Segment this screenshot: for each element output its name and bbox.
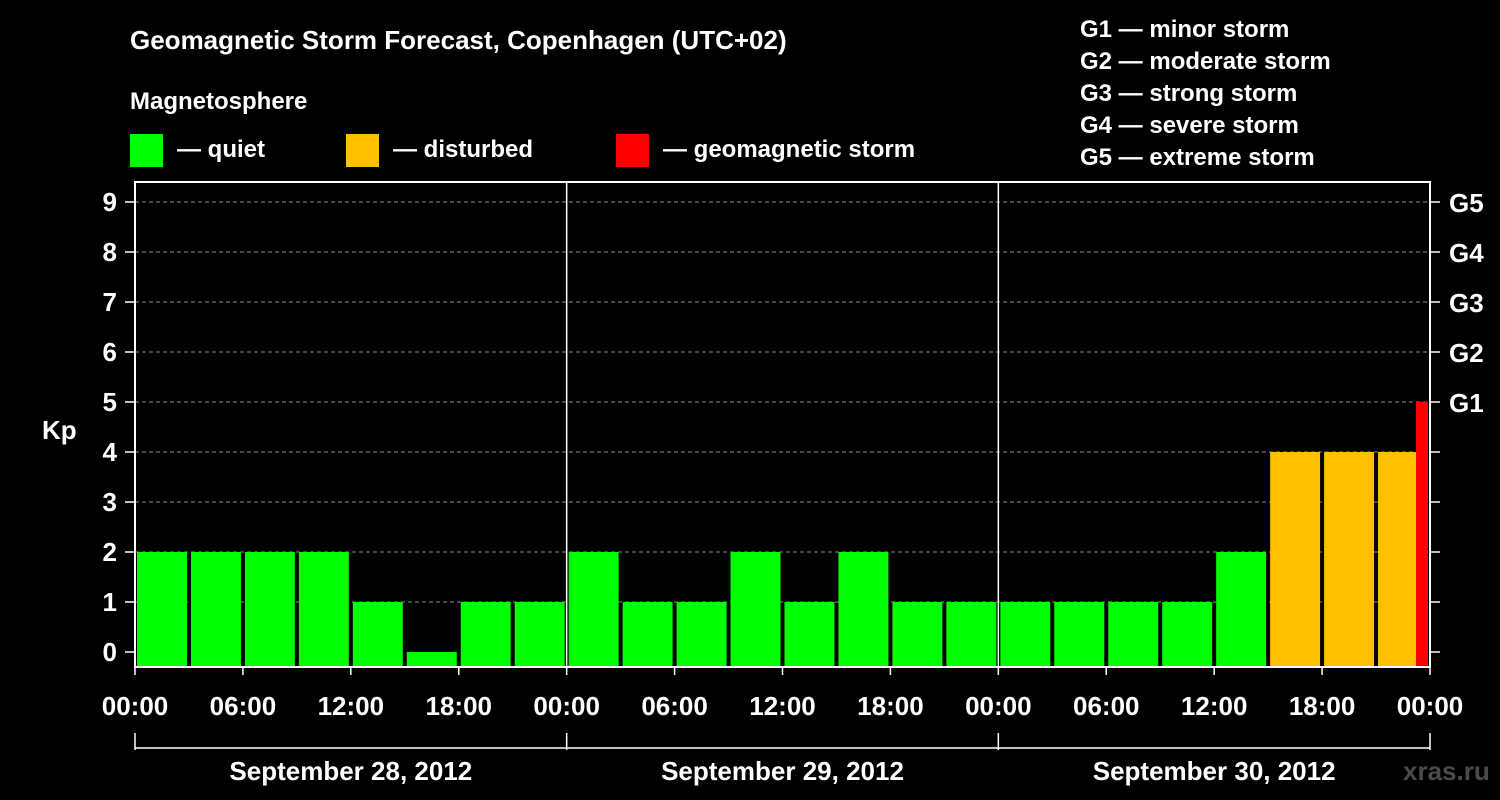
legend-heading: Magnetosphere — [130, 88, 307, 115]
y-tick-label: 1 — [103, 587, 117, 617]
right-axis-label: G1 — [1449, 388, 1484, 418]
bar — [1108, 602, 1159, 667]
y-tick-label: 4 — [103, 437, 118, 467]
bar — [514, 602, 565, 667]
legend: — quiet — disturbed — geomagnetic storm — [130, 134, 915, 167]
y-tick-label: 5 — [103, 387, 117, 417]
y-tick-label: 8 — [103, 237, 117, 267]
bar — [244, 552, 295, 667]
bar — [784, 602, 835, 667]
bar — [406, 652, 457, 667]
legend-label-0: — quiet — [177, 136, 265, 163]
x-tick-label: 06:00 — [641, 691, 708, 721]
legend-label-2: — geomagnetic storm — [663, 136, 915, 163]
right-axis-label: G2 — [1449, 338, 1484, 368]
storm-scale-legend: G1 — minor storm G2 — moderate storm G3 — … — [1080, 16, 1331, 171]
chart-title: Geomagnetic Storm Forecast, Copenhagen (… — [130, 25, 787, 55]
bar — [676, 602, 727, 667]
bar — [1000, 602, 1051, 667]
x-tick-label: 18:00 — [1289, 691, 1356, 721]
bar — [1270, 452, 1321, 667]
legend-swatch-1 — [346, 134, 379, 167]
x-tick-label: 00:00 — [965, 691, 1032, 721]
legend-label-1: — disturbed — [393, 136, 533, 163]
x-tick-label: 18:00 — [857, 691, 924, 721]
y-tick-label: 3 — [103, 487, 117, 517]
legend-swatch-2 — [616, 134, 649, 167]
bar — [1162, 602, 1213, 667]
day-label: September 30, 2012 — [1093, 756, 1336, 786]
plot-area: 0 1 2 3 4 5 6 7 8 9 G1 G2 G3 G4 G5 00:00 06:00 12:00 18:00… — [102, 181, 1484, 786]
day-label: September 28, 2012 — [229, 756, 472, 786]
bar — [622, 602, 673, 667]
y-tick-label: 2 — [103, 537, 117, 567]
y-tick-label: 7 — [103, 287, 117, 317]
right-axis-label: G4 — [1449, 238, 1484, 268]
bar — [352, 602, 403, 667]
y-axis-label: Kp — [42, 415, 77, 445]
right-axis-label: G5 — [1449, 188, 1484, 218]
scale-legend-item-3: G4 — severe storm — [1080, 112, 1299, 139]
scale-legend-item-0: G1 — minor storm — [1080, 16, 1289, 43]
bar — [730, 552, 781, 667]
bar — [1416, 402, 1428, 667]
bar — [1054, 602, 1105, 667]
x-tick-label: 06:00 — [1073, 691, 1140, 721]
x-tick-label: 12:00 — [1181, 691, 1248, 721]
day-label: September 29, 2012 — [661, 756, 904, 786]
bar — [460, 602, 511, 667]
bar — [892, 602, 943, 667]
bar — [298, 552, 349, 667]
x-tick-label: 12:00 — [318, 691, 385, 721]
bar — [1324, 452, 1375, 667]
y-tick-label: 6 — [103, 337, 117, 367]
y-tick-label: 0 — [103, 637, 117, 667]
bar — [190, 552, 241, 667]
scale-legend-item-1: G2 — moderate storm — [1080, 48, 1331, 75]
legend-swatch-0 — [130, 134, 163, 167]
scale-legend-item-2: G3 — strong storm — [1080, 80, 1297, 107]
bar — [838, 552, 889, 667]
bar — [1216, 552, 1267, 667]
x-tick-label: 00:00 — [1397, 691, 1464, 721]
watermark: xras.ru — [1403, 756, 1490, 786]
x-tick-label: 00:00 — [533, 691, 600, 721]
bar — [137, 552, 187, 667]
x-tick-label: 12:00 — [749, 691, 816, 721]
x-tick-label: 18:00 — [426, 691, 493, 721]
y-tick-label: 9 — [103, 187, 117, 217]
bar — [946, 602, 997, 667]
scale-legend-item-4: G5 — extreme storm — [1080, 144, 1315, 171]
x-tick-label: 00:00 — [102, 691, 169, 721]
x-tick-label: 06:00 — [210, 691, 277, 721]
right-axis-label: G3 — [1449, 288, 1484, 318]
bar — [568, 552, 619, 667]
